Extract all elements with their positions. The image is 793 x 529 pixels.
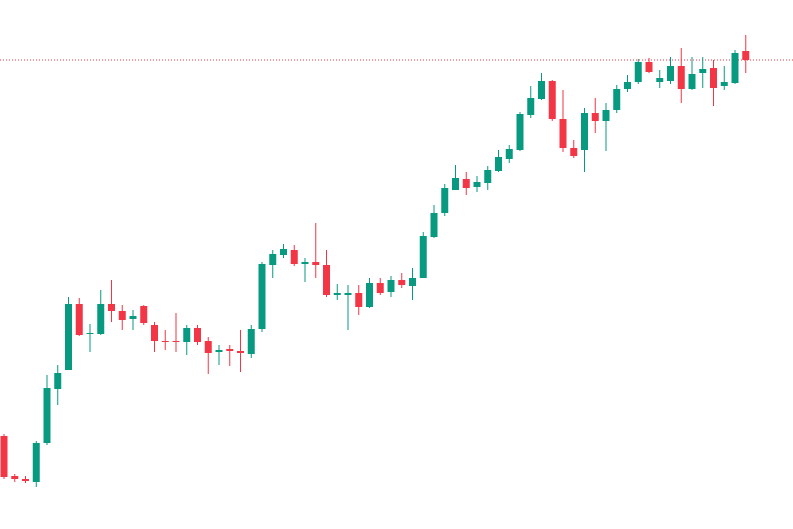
candle-body [376, 283, 384, 293]
candle-body [355, 293, 363, 307]
candle-body [0, 436, 8, 477]
candle-body [559, 119, 567, 148]
candle-body [183, 328, 191, 342]
candle-body [602, 110, 610, 121]
candle-body [108, 304, 115, 311]
candle-body [54, 373, 62, 389]
candle-body [484, 170, 492, 183]
candle-body [140, 306, 148, 323]
candle-body [118, 311, 126, 320]
candle-body [570, 148, 578, 156]
candle-body [656, 78, 664, 82]
candle-body [613, 89, 621, 110]
candle-body [32, 443, 40, 482]
candle-body [527, 98, 535, 115]
candle-body [452, 178, 459, 190]
candle-body [398, 280, 406, 285]
candle-body [419, 236, 427, 278]
candle-body [247, 329, 255, 354]
candle-body [312, 262, 320, 265]
candle-body [151, 325, 158, 341]
candle-body [323, 265, 330, 295]
candle-body [581, 113, 588, 150]
candle-body [473, 182, 481, 187]
candle-body [22, 479, 29, 481]
candle-body [731, 53, 739, 83]
candle-body [161, 341, 169, 342]
candle-body [591, 113, 599, 121]
candle-body [677, 66, 685, 89]
candle-body [462, 179, 470, 188]
candle-body [430, 213, 438, 237]
candle-body [226, 349, 234, 351]
candle-body [505, 149, 513, 159]
candle-body [301, 262, 309, 264]
candle-body [194, 328, 201, 342]
candle-body [699, 69, 707, 73]
candle-body [237, 351, 244, 353]
candle-body [75, 304, 83, 335]
candle-body [688, 74, 696, 89]
candle-body [290, 250, 298, 264]
candle-body [269, 254, 277, 265]
candle-body [742, 51, 750, 60]
candle-body [441, 188, 449, 213]
candle-body [258, 264, 266, 329]
candle-body [344, 293, 352, 295]
candle-body [172, 341, 180, 342]
candle-body [645, 62, 653, 72]
candle-body [11, 476, 19, 479]
candle-body [204, 341, 212, 353]
candle-body [97, 304, 105, 334]
candle-body [387, 280, 395, 292]
candle-body [634, 62, 642, 82]
candle-body [333, 293, 341, 295]
candle-body [720, 82, 728, 86]
candle-body [624, 82, 631, 89]
candle-body [65, 304, 72, 370]
candle-body [215, 350, 223, 352]
candle-body [366, 283, 373, 307]
candle-body [129, 316, 137, 319]
candle-body [667, 66, 674, 81]
candle-body [43, 388, 51, 443]
candle-body [280, 249, 287, 255]
candle-body [516, 114, 524, 150]
candle-body [548, 81, 556, 119]
candle-body [710, 68, 717, 88]
candle-body [409, 278, 416, 286]
candle-body [86, 333, 94, 334]
candle-body [538, 81, 545, 99]
candle-body [495, 157, 502, 171]
